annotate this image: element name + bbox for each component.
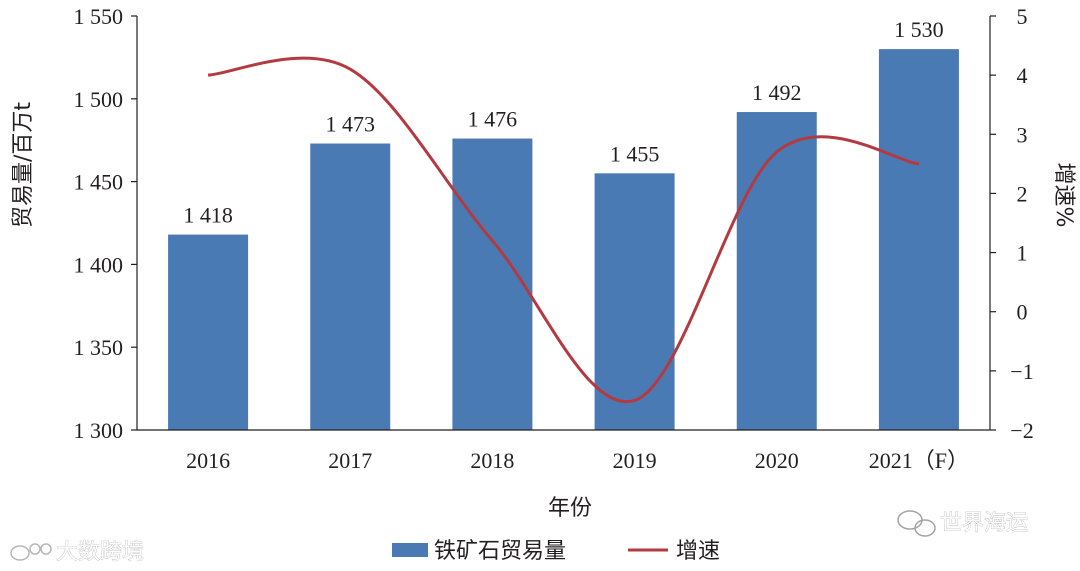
bar (452, 138, 533, 430)
x-tick-label: 2016 (186, 448, 230, 473)
x-axis-title: 年份 (548, 496, 592, 521)
bar-value-label: 1 476 (468, 107, 518, 132)
bar (310, 143, 391, 430)
watermark-left-text: 大数跨境 (56, 540, 144, 565)
x-tick-label: 2021（F） (869, 448, 969, 473)
legend-line-label: 增速 (676, 539, 720, 564)
x-tick-label: 2018 (470, 448, 514, 473)
bar-value-label: 1 455 (610, 141, 660, 166)
bar-value-label: 1 473 (326, 112, 376, 137)
bar (168, 234, 249, 430)
bar-value-label: 1 492 (752, 80, 802, 105)
right-y-ticks: −2 −1 0 1 2 3 4 5 (990, 4, 1034, 443)
growth-line (207, 56, 920, 404)
growth-line-layer (207, 56, 920, 404)
y2-tick-label: −1 (1010, 359, 1033, 384)
watermark-right-text: 世界海运 (940, 511, 1028, 536)
y2-tick-label: 0 (1017, 300, 1028, 325)
legend-bar-swatch (392, 543, 428, 557)
watermark-left: 大数跨境 (10, 540, 144, 565)
y-tick-label: 1 300 (74, 418, 124, 443)
left-y-ticks: 1 300 1 350 1 400 1 450 1 500 1 550 (74, 4, 137, 443)
y2-tick-label: 4 (1017, 63, 1028, 88)
bars-layer (168, 49, 959, 431)
bar-value-label: 1 418 (183, 203, 233, 228)
y-tick-label: 1 400 (74, 252, 124, 277)
y-tick-label: 1 350 (74, 335, 124, 360)
y-axis-title: 贸易量/百万t (11, 102, 36, 228)
x-tick-label: 2019 (613, 448, 657, 473)
y2-tick-label: 1 (1017, 241, 1028, 266)
y-tick-label: 1 550 (74, 4, 124, 29)
legend-bar-label: 铁矿石贸易量 (434, 539, 566, 564)
wechat-logo-icon (897, 510, 936, 537)
y2-tick-label: −2 (1010, 418, 1033, 443)
legend: 铁矿石贸易量 增速 (392, 539, 720, 564)
x-tick-label: 2020 (755, 448, 799, 473)
weibo-logo-icon (10, 543, 52, 561)
bar-labels-layer: 1 418 1 473 1 476 1 455 1 492 1 530 (183, 17, 943, 227)
bar (736, 112, 817, 430)
y2-axis-title: 增速% (1051, 163, 1076, 228)
x-tick-labels: 2016 2017 2018 2019 2020 2021（F） (186, 448, 969, 473)
x-tick-label: 2017 (328, 448, 372, 473)
bar-value-label: 1 530 (894, 17, 944, 42)
y2-tick-label: 5 (1017, 4, 1028, 29)
y-tick-label: 1 450 (74, 170, 124, 195)
y2-tick-label: 2 (1017, 181, 1028, 206)
y2-tick-label: 3 (1017, 122, 1028, 147)
y-tick-label: 1 500 (74, 87, 124, 112)
bar (594, 173, 675, 430)
watermark-right: 世界海运 (897, 510, 1028, 537)
bar (878, 49, 959, 431)
